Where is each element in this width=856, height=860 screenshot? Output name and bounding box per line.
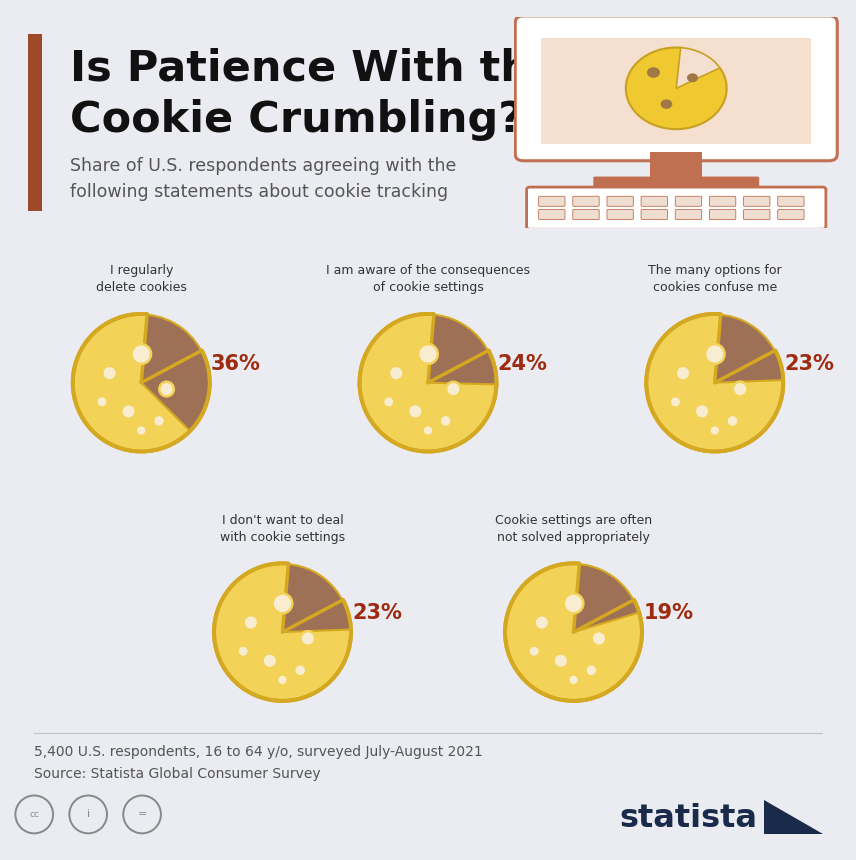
FancyBboxPatch shape [641,210,668,219]
FancyBboxPatch shape [675,210,702,219]
Text: I don't want to deal
with cookie settings: I don't want to deal with cookie setting… [220,513,345,544]
Circle shape [423,425,433,436]
Wedge shape [141,311,205,383]
Text: 23%: 23% [352,603,402,623]
Text: Is Patience With the: Is Patience With the [70,48,561,89]
Circle shape [159,382,174,396]
FancyBboxPatch shape [538,210,565,219]
Circle shape [669,396,681,408]
Circle shape [586,664,597,676]
FancyBboxPatch shape [744,210,770,219]
FancyBboxPatch shape [607,210,633,219]
FancyBboxPatch shape [710,196,736,206]
Text: 36%: 36% [211,353,261,373]
Wedge shape [282,564,350,632]
FancyBboxPatch shape [28,34,42,211]
Circle shape [383,396,395,408]
Text: statista: statista [620,803,758,834]
Circle shape [591,631,606,646]
FancyBboxPatch shape [573,196,599,206]
Text: I am aware of the consequences
of cookie settings: I am aware of the consequences of cookie… [326,264,530,294]
Text: The many options for
cookies confuse me: The many options for cookies confuse me [648,264,782,294]
Circle shape [647,67,660,77]
FancyBboxPatch shape [744,196,770,206]
Circle shape [102,366,116,380]
FancyBboxPatch shape [764,800,823,834]
Circle shape [675,366,690,380]
Text: Cookie Crumbling?: Cookie Crumbling? [70,100,523,141]
Circle shape [440,415,452,427]
Circle shape [360,314,496,452]
Text: =: = [138,809,146,820]
Circle shape [568,674,579,685]
Text: 5,400 U.S. respondents, 16 to 64 y/o, surveyed July-August 2021: 5,400 U.S. respondents, 16 to 64 y/o, su… [34,745,483,759]
Text: Cookie settings are often
not solved appropriately: Cookie settings are often not solved app… [495,513,652,544]
Circle shape [710,425,720,436]
FancyBboxPatch shape [541,38,811,144]
Wedge shape [574,561,637,632]
Circle shape [122,404,136,419]
FancyBboxPatch shape [538,196,565,206]
Circle shape [132,344,151,364]
FancyBboxPatch shape [778,196,804,206]
Circle shape [300,631,315,646]
Circle shape [277,674,288,685]
FancyBboxPatch shape [675,196,702,206]
Wedge shape [715,315,782,383]
Circle shape [294,664,306,676]
Wedge shape [141,315,209,431]
Wedge shape [676,46,722,89]
Circle shape [727,415,739,427]
Circle shape [96,396,108,408]
Circle shape [408,404,423,419]
Wedge shape [428,311,491,383]
Wedge shape [428,315,496,384]
Text: Share of U.S. respondents agreeing with the
following statements about cookie tr: Share of U.S. respondents agreeing with … [70,157,456,200]
Circle shape [263,654,277,668]
Circle shape [446,382,461,396]
Circle shape [419,344,437,364]
Text: 19%: 19% [643,603,693,623]
Text: I regularly
delete cookies: I regularly delete cookies [96,264,187,294]
Circle shape [243,615,258,630]
Circle shape [661,100,672,109]
Circle shape [646,314,783,452]
Circle shape [73,314,210,452]
Circle shape [273,593,292,613]
Circle shape [733,382,747,396]
Wedge shape [574,564,639,632]
Circle shape [554,654,568,668]
FancyBboxPatch shape [651,151,702,181]
Circle shape [705,344,724,364]
FancyBboxPatch shape [593,176,759,195]
Text: 24%: 24% [497,353,548,373]
Wedge shape [282,561,346,632]
Circle shape [626,47,727,129]
FancyBboxPatch shape [710,210,736,219]
Circle shape [528,646,540,657]
FancyBboxPatch shape [515,15,837,161]
Circle shape [695,404,710,419]
Circle shape [564,593,583,613]
Circle shape [153,415,165,427]
FancyBboxPatch shape [526,187,826,230]
Wedge shape [676,47,720,89]
FancyBboxPatch shape [573,210,599,219]
Circle shape [214,563,351,701]
FancyBboxPatch shape [607,196,633,206]
Wedge shape [715,311,778,383]
Text: 23%: 23% [784,353,835,373]
Text: cc: cc [29,810,39,819]
FancyBboxPatch shape [778,210,804,219]
Circle shape [389,366,403,380]
Circle shape [534,615,549,630]
Polygon shape [764,800,823,834]
Text: i: i [86,809,90,820]
Text: Source: Statista Global Consumer Survey: Source: Statista Global Consumer Survey [34,767,321,781]
Circle shape [687,73,698,83]
Circle shape [136,425,146,436]
Circle shape [237,646,249,657]
Circle shape [505,563,642,701]
FancyBboxPatch shape [641,196,668,206]
